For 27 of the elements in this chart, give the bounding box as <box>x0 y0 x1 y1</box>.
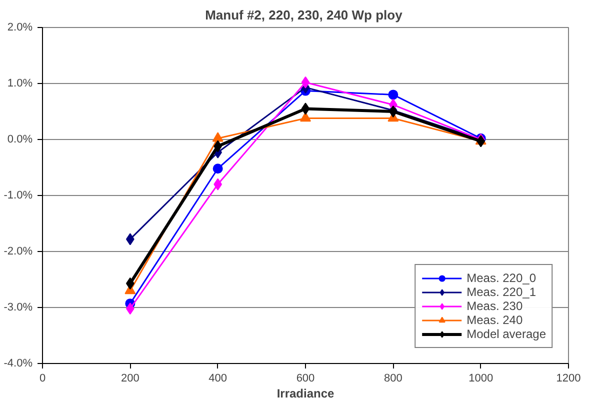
x-axis-title: Irradiance <box>276 386 335 400</box>
x-tick-label: 1200 <box>556 372 581 384</box>
point <box>300 112 311 122</box>
legend-label: Meas. 230 <box>466 299 523 313</box>
chart-title: Manuf #2, 220, 230, 240 Wp ploy <box>205 8 404 22</box>
x-tick-label: 600 <box>296 372 315 384</box>
x-tick-label: 800 <box>384 372 402 384</box>
point <box>212 164 223 174</box>
x-tick-label: 1000 <box>468 372 494 384</box>
y-tick-label: 0.0% <box>7 134 33 146</box>
x-tick-label: 0 <box>39 372 46 384</box>
legend-label: Meas. 220_1 <box>466 285 536 299</box>
y-tick-label: 1.0% <box>7 78 33 90</box>
x-tick-label: 200 <box>120 372 140 384</box>
point <box>301 102 310 115</box>
y-tick-label: -2.0% <box>4 246 33 258</box>
legend-label: Model average <box>466 327 546 341</box>
legend-label: Meas. 220_0 <box>466 271 536 285</box>
legend-label: Meas. 240 <box>466 313 523 327</box>
point <box>301 76 310 88</box>
y-tick-label: -1.0% <box>4 190 33 202</box>
y-tick-label: -4.0% <box>4 358 33 370</box>
point <box>212 132 224 142</box>
y-tick-label: -3.0% <box>4 302 33 314</box>
x-tick-label: 400 <box>208 372 228 384</box>
y-tick-label: 2.0% <box>7 22 33 34</box>
point <box>388 90 398 100</box>
